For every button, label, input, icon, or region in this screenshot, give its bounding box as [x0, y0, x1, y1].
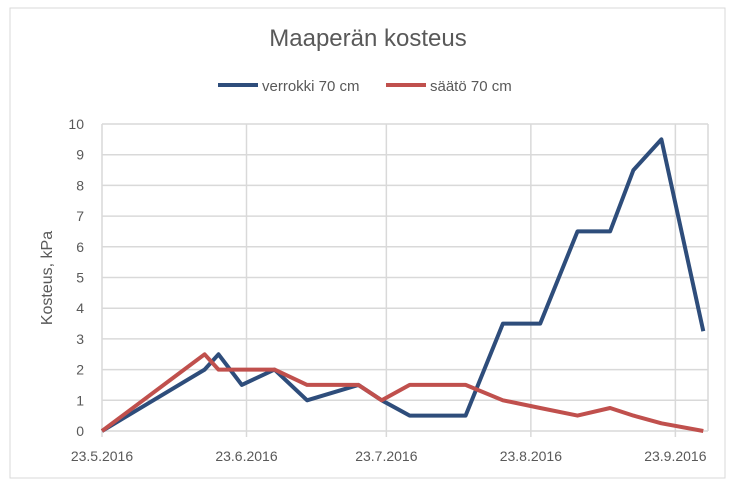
x-tick-label: 23.9.2016 [644, 448, 706, 464]
y-tick-label: 8 [76, 177, 84, 193]
y-tick-label: 0 [76, 423, 84, 439]
x-tick-label: 23.7.2016 [355, 448, 417, 464]
y-tick-label: 10 [68, 116, 84, 132]
y-axis-label: Kosteus, kPa [39, 231, 56, 325]
y-tick-label: 3 [76, 331, 84, 347]
legend-label-verrokki: verrokki 70 cm [262, 78, 360, 95]
legend-label-saato: säätö 70 cm [430, 78, 512, 95]
y-tick-label: 6 [76, 239, 84, 255]
y-tick-label: 5 [76, 270, 84, 286]
y-tick-label: 2 [76, 362, 84, 378]
chart-border [10, 8, 725, 478]
y-tick-label: 4 [76, 300, 84, 316]
x-tick-label: 23.6.2016 [215, 448, 277, 464]
y-tick-label: 7 [76, 208, 84, 224]
x-tick-label: 23.8.2016 [500, 448, 562, 464]
x-tick-label: 23.5.2016 [71, 448, 133, 464]
chart-title: Maaperän kosteus [269, 25, 466, 52]
y-tick-label: 1 [76, 392, 84, 408]
y-tick-label: 9 [76, 147, 84, 163]
